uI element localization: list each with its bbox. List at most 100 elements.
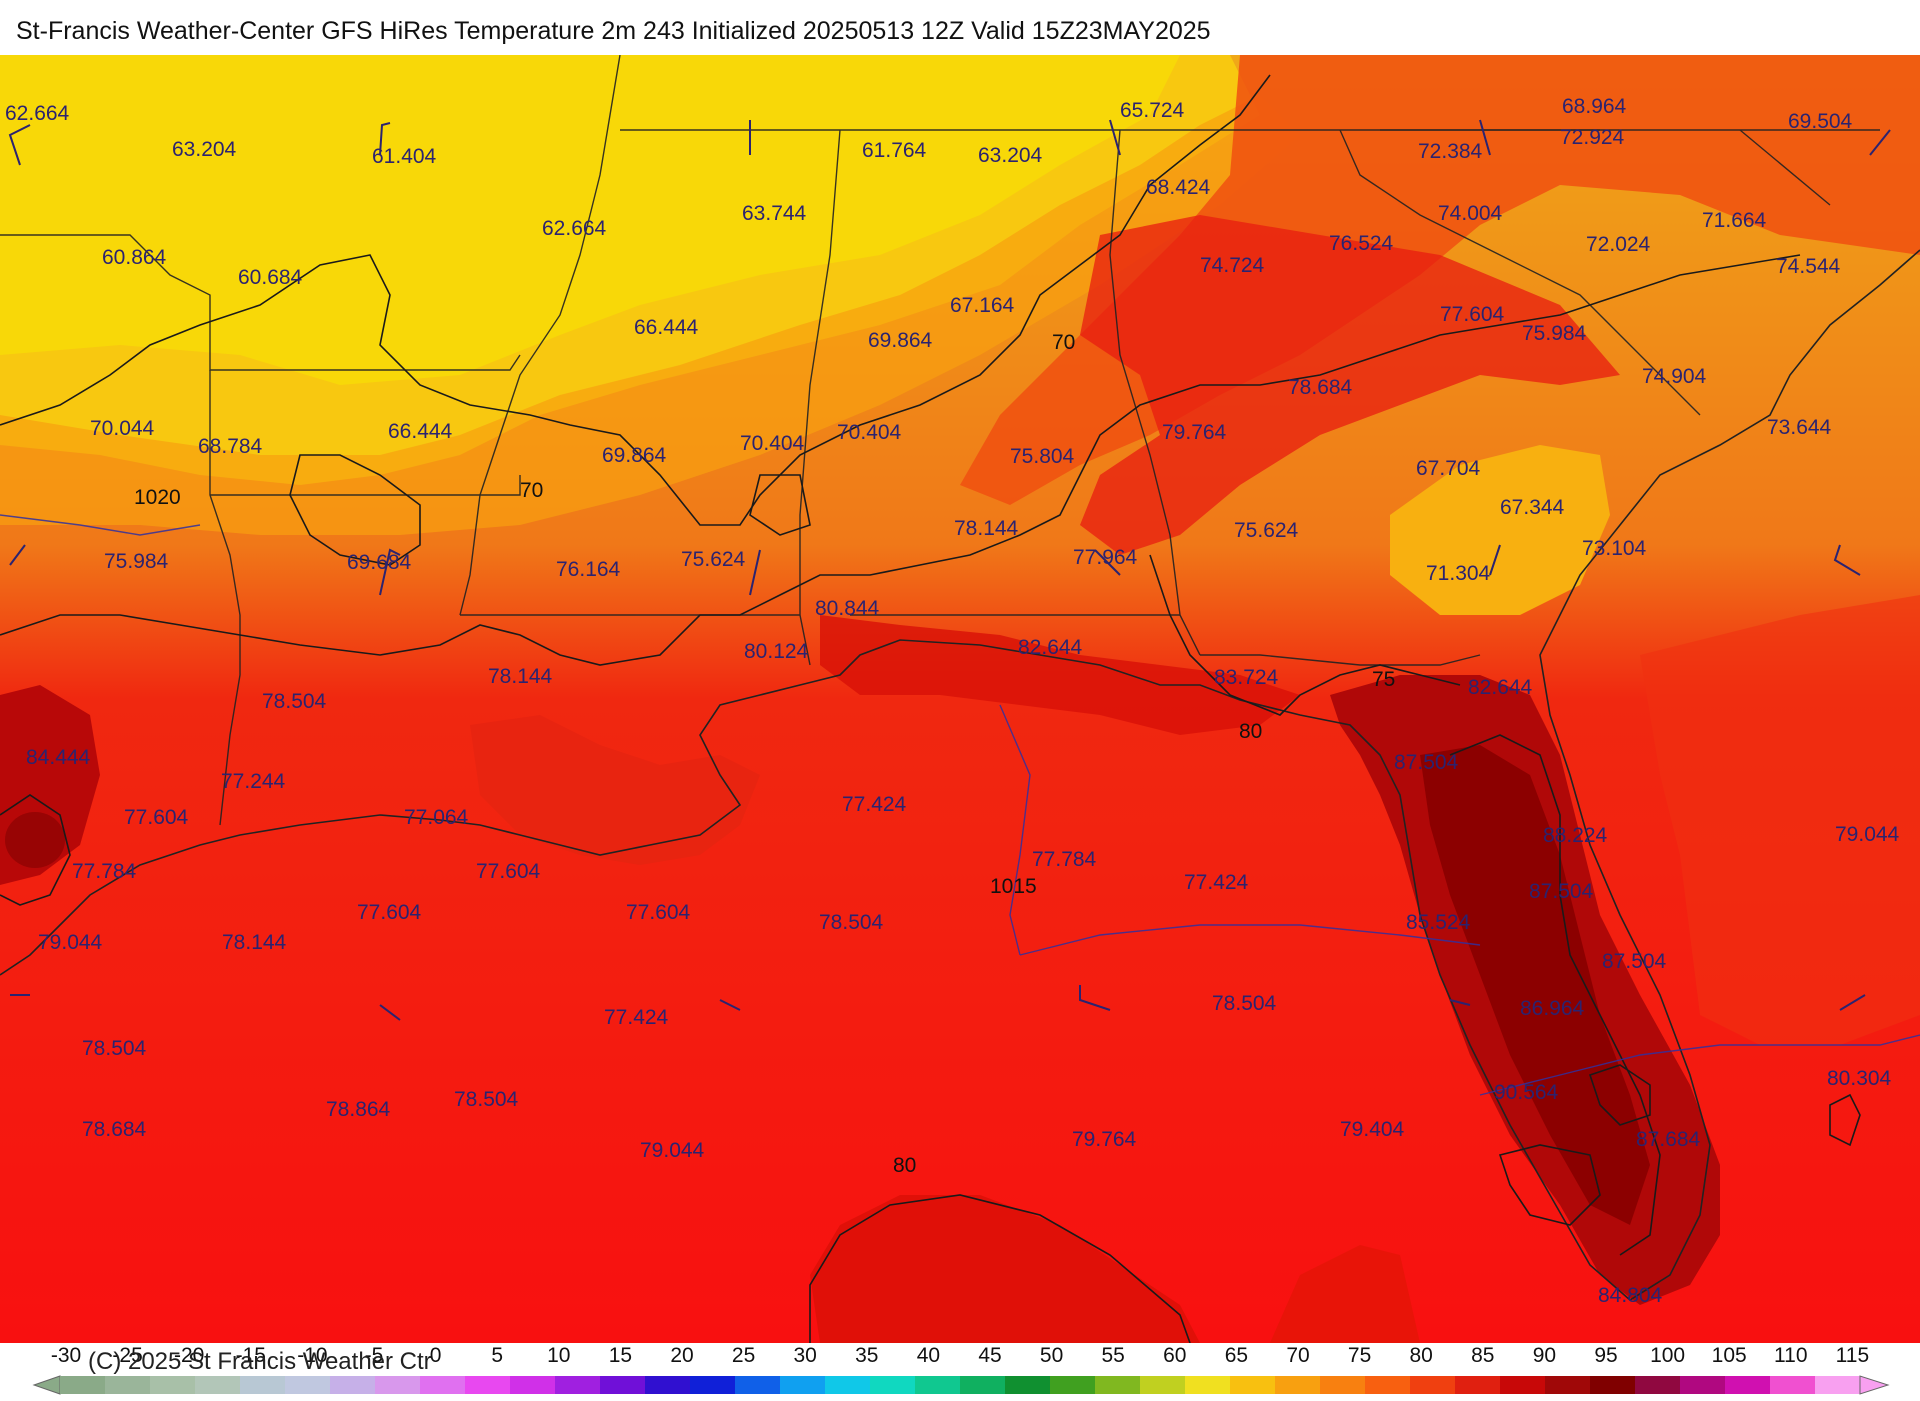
station-temp-label: 87.504 xyxy=(1529,880,1594,903)
colorbar-segment xyxy=(1140,1376,1186,1394)
station-temp-label: 74.004 xyxy=(1438,202,1503,225)
colorbar-segment xyxy=(510,1376,556,1394)
station-temp-label: 67.344 xyxy=(1500,496,1565,519)
station-temp-label: 73.104 xyxy=(1582,537,1647,560)
station-temp-label: 73.644 xyxy=(1767,416,1832,439)
station-temp-label: 72.384 xyxy=(1418,140,1483,163)
colorbar-ticks: -30 -25 -20 -15 -10 -5 0 5 10 15 20 25 30 35 40 45 50 55 6… xyxy=(0,1344,1920,1372)
station-temp-label: 75.804 xyxy=(1010,445,1075,468)
colorbar-segment xyxy=(465,1376,511,1394)
station-temp-label: 78.504 xyxy=(454,1088,519,1111)
contour-label-80: 80 xyxy=(1239,720,1262,743)
station-temp-label: 72.024 xyxy=(1586,233,1651,256)
station-temp-label: 88.224 xyxy=(1543,824,1608,847)
station-temp-label: 67.164 xyxy=(950,294,1015,317)
station-temp-label: 79.044 xyxy=(640,1139,705,1162)
station-temp-label: 68.424 xyxy=(1146,176,1211,199)
colorbar-tick-label: 55 xyxy=(1101,1344,1125,1367)
station-temp-label: 80.844 xyxy=(815,597,880,620)
colorbar-tick-label: 75 xyxy=(1347,1344,1372,1367)
colorbar-segment xyxy=(1500,1376,1546,1394)
colorbar-tick-label: 110 xyxy=(1774,1344,1808,1367)
colorbar-segment xyxy=(915,1376,961,1394)
colorbar-tick-label: 40 xyxy=(916,1344,941,1367)
station-temperature-labels: 62.664 63.204 61.404 65.724 68.964 69.50… xyxy=(5,95,1900,1307)
colorbar-segment xyxy=(1320,1376,1366,1394)
colorbar-segment xyxy=(285,1376,331,1394)
colorbar-segment xyxy=(240,1376,286,1394)
station-temp-label: 86.964 xyxy=(1520,997,1585,1020)
colorbar-tick-label: 20 xyxy=(670,1344,694,1367)
isobar-contours xyxy=(0,514,1920,1096)
colorbar-tick-label: 45 xyxy=(978,1344,1002,1367)
station-temp-label: 83.724 xyxy=(1214,666,1279,689)
colorbar-segment xyxy=(1815,1376,1861,1394)
colorbar-tick-label: 5 xyxy=(491,1344,504,1367)
station-temp-label: 68.784 xyxy=(198,435,263,458)
colorbar-tick-label: 80 xyxy=(1409,1344,1433,1367)
station-temp-label: 62.664 xyxy=(542,217,607,240)
colorbar-segment xyxy=(825,1376,871,1394)
louisiana-coast xyxy=(470,715,760,865)
colorbar-segment xyxy=(330,1376,376,1394)
coastline xyxy=(0,249,1920,1301)
station-temp-label: 84.804 xyxy=(1598,1284,1663,1307)
isotherm-contours xyxy=(0,74,1861,1343)
colorbar-tick-label: 35 xyxy=(855,1344,879,1367)
colorbar-tick-label: -20 xyxy=(174,1344,205,1367)
station-temp-label: 77.784 xyxy=(72,860,137,883)
station-temp-label: 87.684 xyxy=(1636,1128,1701,1151)
station-temp-label: 69.864 xyxy=(868,329,933,352)
colorbar-segment xyxy=(1455,1376,1501,1394)
colorbar-tick-label: 25 xyxy=(731,1344,756,1367)
station-temp-label: 79.764 xyxy=(1162,421,1227,444)
contour-label-70: 70 xyxy=(520,479,543,502)
cool-zone-north xyxy=(0,55,1180,385)
station-temp-label: 90.564 xyxy=(1494,1081,1559,1104)
station-temp-label: 79.044 xyxy=(38,931,103,954)
florida-hot-core xyxy=(1420,745,1650,1225)
station-temp-label: 60.684 xyxy=(238,266,303,289)
atlantic-offshore xyxy=(1640,595,1920,1045)
colorbar-segment xyxy=(1005,1376,1051,1394)
station-temp-label: 70.044 xyxy=(90,417,155,440)
station-temp-label: 74.904 xyxy=(1642,365,1707,388)
colorbar-segment xyxy=(1185,1376,1231,1394)
colorbar-tick-label: -5 xyxy=(364,1344,384,1367)
station-temp-label: 78.144 xyxy=(954,517,1019,540)
colorbar-segment xyxy=(780,1376,826,1394)
hot-core-texas xyxy=(5,812,65,868)
station-temp-label: 80.124 xyxy=(744,640,809,663)
station-temp-label: 62.664 xyxy=(5,102,70,125)
colorbar-segment xyxy=(1770,1376,1816,1394)
colorbar-tick-label: -30 xyxy=(50,1344,82,1367)
colorbar-segment xyxy=(555,1376,601,1394)
colorbar-tick-label: 15 xyxy=(608,1344,633,1367)
colorbar-right-arrow xyxy=(1859,1375,1890,1395)
station-temp-label: 63.204 xyxy=(978,144,1043,167)
cool-pocket-carolina xyxy=(1390,445,1610,615)
station-temp-label: 66.444 xyxy=(388,420,453,443)
station-temp-label: 77.604 xyxy=(124,806,189,829)
station-temp-label: 75.984 xyxy=(1522,322,1587,345)
colorbar-segment xyxy=(1635,1376,1681,1394)
colorbar-segment xyxy=(870,1376,916,1394)
station-temp-label: 70.404 xyxy=(837,421,902,444)
hot-band-georgia xyxy=(1080,215,1620,555)
station-temp-label: 76.164 xyxy=(556,558,621,581)
station-temp-label: 78.144 xyxy=(222,931,287,954)
colorbar-tick-label: 70 xyxy=(1286,1344,1310,1367)
station-temp-label: 78.504 xyxy=(82,1037,147,1060)
station-temp-label: 69.684 xyxy=(347,551,412,574)
station-temp-label: 79.404 xyxy=(1340,1118,1405,1141)
colorbar-tick-label: 95 xyxy=(1594,1344,1618,1367)
colorbar-segment xyxy=(60,1376,106,1394)
station-temp-label: 78.504 xyxy=(1212,992,1277,1015)
contour-label-75: 75 xyxy=(1372,668,1395,691)
colorbar-segment xyxy=(1545,1376,1591,1394)
contour-label-80: 80 xyxy=(893,1154,916,1177)
colorbar-segment xyxy=(735,1376,781,1394)
colorbar-segment xyxy=(195,1376,241,1394)
station-temp-label: 77.604 xyxy=(476,860,541,883)
station-temp-label: 84.444 xyxy=(26,746,91,769)
